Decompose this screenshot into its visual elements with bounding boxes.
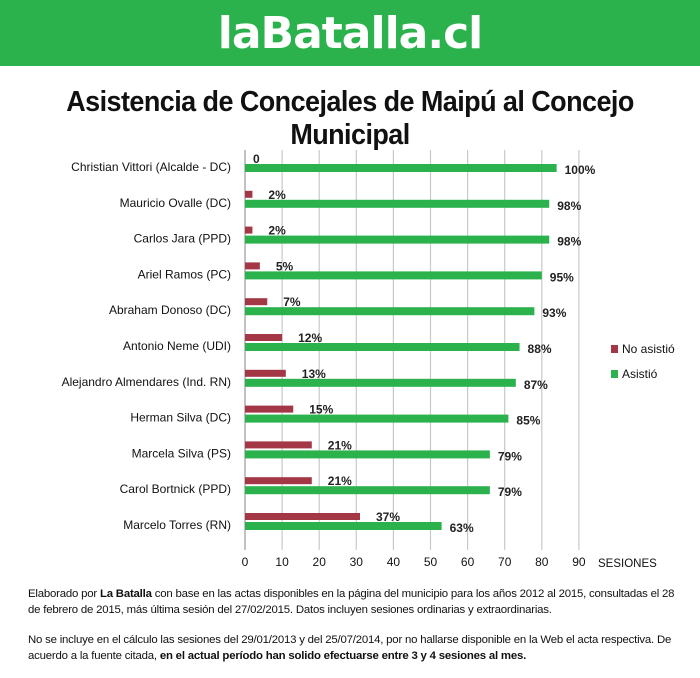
data-label-no-asistio: 12%	[298, 331, 322, 345]
bar-no-asistio	[245, 477, 312, 485]
legend-label: Asistió	[622, 367, 658, 381]
data-label-asistio: 63%	[450, 521, 474, 535]
category-label: Christian Vittori (Alcalde - DC)	[71, 160, 231, 174]
bar-asistio	[245, 235, 550, 244]
data-label-no-asistio: 15%	[309, 403, 333, 417]
data-label-asistio: 85%	[516, 414, 540, 428]
legend-label: No asistió	[622, 342, 675, 356]
bar-no-asistio	[245, 190, 253, 198]
category-label: Carol Bortnick (PPD)	[120, 482, 231, 496]
bar-asistio	[245, 199, 550, 208]
data-label-asistio: 98%	[557, 235, 581, 249]
footnotes: Elaborado por La Batalla con base en las…	[28, 586, 688, 678]
category-label: Ariel Ramos (PC)	[138, 267, 231, 281]
data-label-no-asistio: 21%	[328, 474, 352, 488]
data-label-asistio: 93%	[542, 306, 566, 320]
data-label-asistio: 98%	[557, 199, 581, 213]
bar-asistio	[245, 450, 490, 459]
x-tick-label: 0	[242, 555, 249, 569]
note-source: Elaborado por La Batalla con base en las…	[28, 588, 675, 616]
bar-asistio	[245, 414, 509, 423]
bar-asistio	[245, 486, 490, 495]
brand-banner: laBatalla.cl	[0, 0, 700, 66]
category-label: Herman Silva (DC)	[130, 411, 231, 425]
data-label-asistio: 100%	[565, 163, 596, 177]
x-tick-label: 30	[350, 555, 364, 569]
bar-asistio	[245, 378, 516, 387]
data-label-no-asistio: 7%	[283, 295, 301, 309]
category-label: Abraham Donoso (DC)	[109, 303, 231, 317]
x-tick-label: 80	[535, 555, 549, 569]
data-label-no-asistio: 13%	[302, 367, 326, 381]
data-label-no-asistio: 0	[253, 152, 260, 166]
note-exclusions: No se incluye en el cálculo las sesiones…	[28, 634, 672, 662]
x-tick-label: 50	[424, 555, 438, 569]
bar-asistio	[245, 164, 557, 172]
data-label-asistio: 88%	[528, 342, 552, 356]
x-tick-label: 20	[313, 555, 327, 569]
x-tick-label: 60	[461, 555, 475, 569]
bar-no-asistio	[245, 262, 260, 270]
bar-no-asistio	[245, 513, 361, 520]
x-tick-label: 70	[498, 555, 512, 569]
x-tick-label: 40	[387, 555, 401, 569]
category-label: Carlos Jara (PPD)	[134, 232, 231, 246]
bar-no-asistio	[245, 226, 253, 234]
category-label: Marcelo Torres (RN)	[123, 518, 231, 532]
bar-no-asistio	[245, 441, 312, 449]
data-label-asistio: 79%	[498, 485, 522, 499]
data-label-no-asistio: 37%	[376, 510, 400, 524]
bar-no-asistio	[245, 405, 294, 413]
category-label: Marcela Silva (PS)	[132, 446, 231, 460]
category-label: Alejandro Almendares (Ind. RN)	[62, 375, 231, 389]
bar-asistio	[245, 307, 535, 316]
x-axis-label: SESIONES	[598, 558, 657, 570]
data-label-asistio: 87%	[524, 378, 548, 392]
data-label-asistio: 79%	[498, 449, 522, 463]
category-label: Antonio Neme (UDI)	[123, 339, 231, 353]
data-label-no-asistio: 2%	[268, 188, 286, 202]
data-label-no-asistio: 2%	[268, 224, 286, 238]
bar-no-asistio	[245, 369, 286, 377]
legend-swatch	[611, 370, 618, 378]
data-label-no-asistio: 21%	[328, 438, 352, 452]
brand-logo: laBatalla.cl	[217, 7, 483, 59]
x-tick-label: 90	[572, 555, 586, 569]
chart-title: Asistencia de Concejales de Maipú al Con…	[66, 86, 634, 151]
bar-asistio	[245, 522, 442, 530]
bar-no-asistio	[245, 298, 268, 306]
legend-swatch	[611, 345, 618, 353]
bar-asistio	[245, 271, 542, 280]
bar-asistio	[245, 343, 520, 351]
bar-no-asistio	[245, 334, 283, 341]
category-label: Mauricio Ovalle (DC)	[120, 196, 231, 210]
data-label-no-asistio: 5%	[276, 259, 294, 273]
data-label-asistio: 95%	[550, 270, 574, 284]
x-tick-label: 10	[275, 555, 289, 569]
